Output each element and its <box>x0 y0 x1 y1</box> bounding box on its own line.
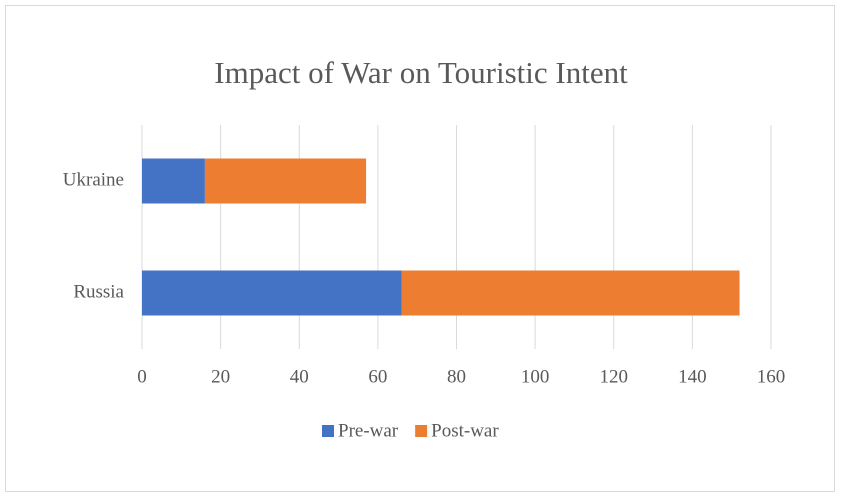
x-tick-label: 0 <box>137 366 147 387</box>
chart-title: Impact of War on Touristic Intent <box>214 55 628 90</box>
legend-label: Post-war <box>431 420 499 441</box>
x-tick-label: 80 <box>447 366 466 387</box>
bar-segment <box>204 158 367 204</box>
bar-segment <box>142 270 402 316</box>
x-tick-label: 100 <box>521 366 550 387</box>
legend-swatch <box>415 425 428 437</box>
y-tick-label: Russia <box>73 281 124 302</box>
bar-segment <box>142 158 205 204</box>
chart-border <box>5 5 835 492</box>
x-tick-label: 120 <box>600 366 629 387</box>
x-tick-label: 20 <box>211 366 230 387</box>
x-tick-label: 40 <box>290 366 309 387</box>
x-tick-label: 60 <box>368 366 387 387</box>
legend-swatch <box>322 425 334 437</box>
legend-label: Pre-war <box>338 420 399 441</box>
y-tick-label: Ukraine <box>63 169 124 190</box>
x-tick-label: 140 <box>678 366 707 387</box>
x-tick-label: 160 <box>757 366 786 387</box>
bar-segment <box>401 270 740 316</box>
